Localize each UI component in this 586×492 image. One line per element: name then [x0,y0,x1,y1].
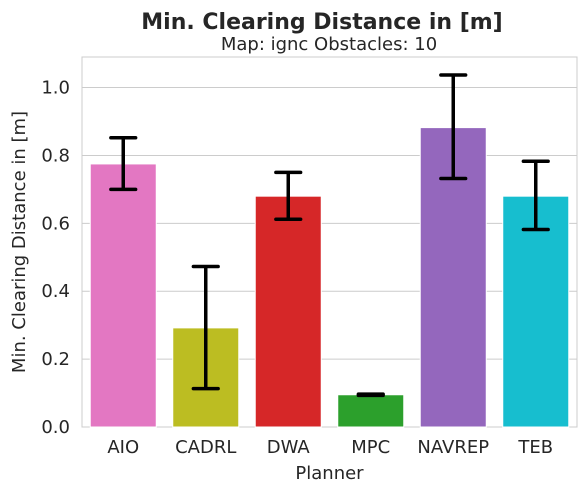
x-tick-label: AIO [107,437,139,458]
x-tick-label: CADRL [175,437,236,458]
chart-subtitle: Map: ignc Obstacles: 10 [221,34,437,55]
error-bars [109,73,550,398]
bar-aio [89,163,157,428]
x-axis-label: Planner [295,463,364,484]
y-tick-label: 0.2 [41,349,70,370]
x-tick-label: DWA [267,437,311,458]
y-tick-label: 0.4 [41,281,70,302]
x-tick-label: NAVREP [417,437,489,458]
x-axis-tick-labels: AIO CADRL DWA MPC NAVREP TEB [107,437,553,458]
bar-teb [502,195,570,428]
y-tick-label: 1.0 [41,78,70,99]
y-tick-label: 0.6 [41,213,70,234]
x-tick-label: MPC [351,437,390,458]
y-axis-label: Min. Clearing Distance in [m] [9,111,30,373]
y-tick-label: 0.8 [41,145,70,166]
bar-mpc [337,394,405,428]
x-tick-label: TEB [517,437,553,458]
y-axis-tick-labels: 0.0 0.2 0.4 0.6 0.8 1.0 [41,78,70,438]
plot-frame [81,56,578,428]
bar-dwa [254,195,322,428]
y-tick-label: 0.0 [41,417,70,438]
chart-title: Min. Clearing Distance in [m] [141,10,502,35]
